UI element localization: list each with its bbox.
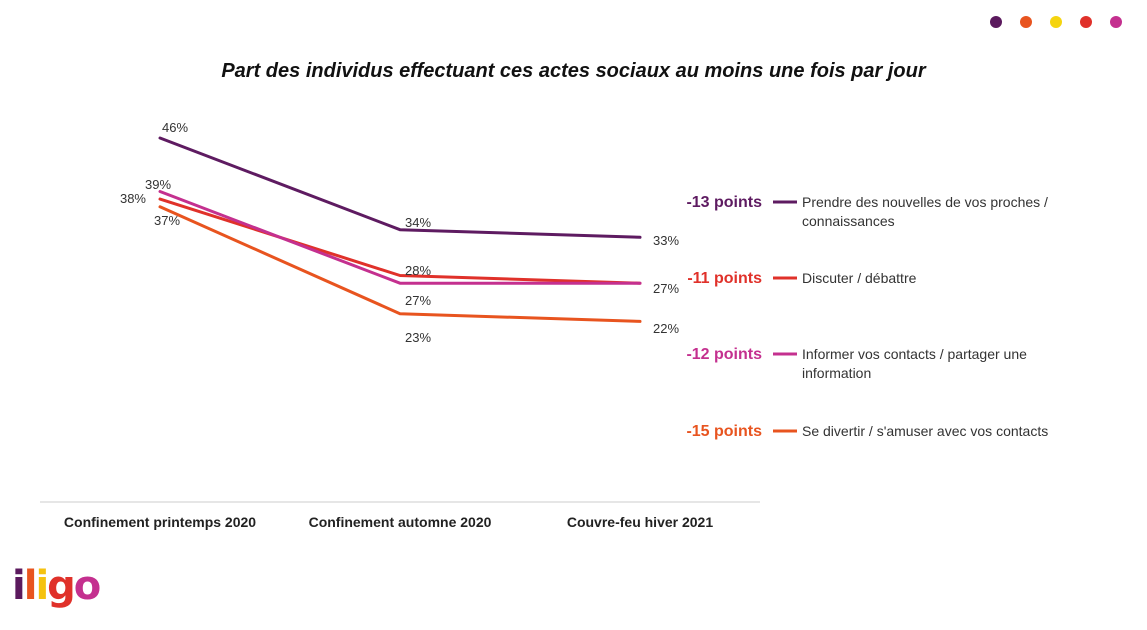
- data-label: 34%: [405, 215, 431, 230]
- decor-dots: [990, 16, 1122, 28]
- series-line: [158, 197, 642, 285]
- data-label: 27%: [405, 293, 431, 308]
- change-label: -13 points: [686, 194, 762, 211]
- legend-label: Informer vos contacts / partager une: [802, 346, 1027, 362]
- data-label: 39%: [145, 177, 171, 192]
- legend-label: Prendre des nouvelles de vos proches /: [802, 194, 1048, 210]
- logo-letter: g: [47, 563, 76, 609]
- logo-letter: i: [12, 563, 26, 609]
- series-line: [158, 136, 642, 239]
- data-label: 38%: [120, 191, 146, 206]
- x-tick-label: Confinement printemps 2020: [64, 514, 256, 530]
- series-line: [158, 190, 642, 285]
- decor-dot: [1050, 16, 1062, 28]
- legend-label: information: [802, 365, 871, 381]
- data-label: 27%: [653, 281, 679, 296]
- data-label: 28%: [405, 263, 431, 278]
- data-label: 46%: [162, 120, 188, 135]
- x-tick-label: Confinement automne 2020: [309, 514, 492, 530]
- decor-dot: [1080, 16, 1092, 28]
- decor-dot: [1020, 16, 1032, 28]
- data-label: 22%: [653, 321, 679, 336]
- logo-letter: l: [23, 563, 38, 609]
- legend-label: Se divertir / s'amuser avec vos contacts: [802, 423, 1048, 439]
- data-label: 37%: [154, 213, 180, 228]
- decor-dot: [990, 16, 1002, 28]
- iligo-logo: iligo: [12, 563, 102, 609]
- decor-dot: [1110, 16, 1122, 28]
- logo-letter: o: [73, 563, 102, 609]
- change-label: -15 points: [686, 423, 762, 440]
- data-label: 23%: [405, 330, 431, 345]
- change-label: -11 points: [687, 270, 762, 287]
- change-label: -12 points: [686, 346, 762, 363]
- legend-label: connaissances: [802, 213, 895, 229]
- logo-letter: i: [35, 563, 49, 609]
- x-tick-label: Couvre-feu hiver 2021: [567, 514, 713, 530]
- legend-label: Discuter / débattre: [802, 270, 917, 286]
- data-label: 33%: [653, 233, 679, 248]
- series-line: [158, 205, 642, 323]
- chart-title: Part des individus effectuant ces actes …: [221, 60, 926, 82]
